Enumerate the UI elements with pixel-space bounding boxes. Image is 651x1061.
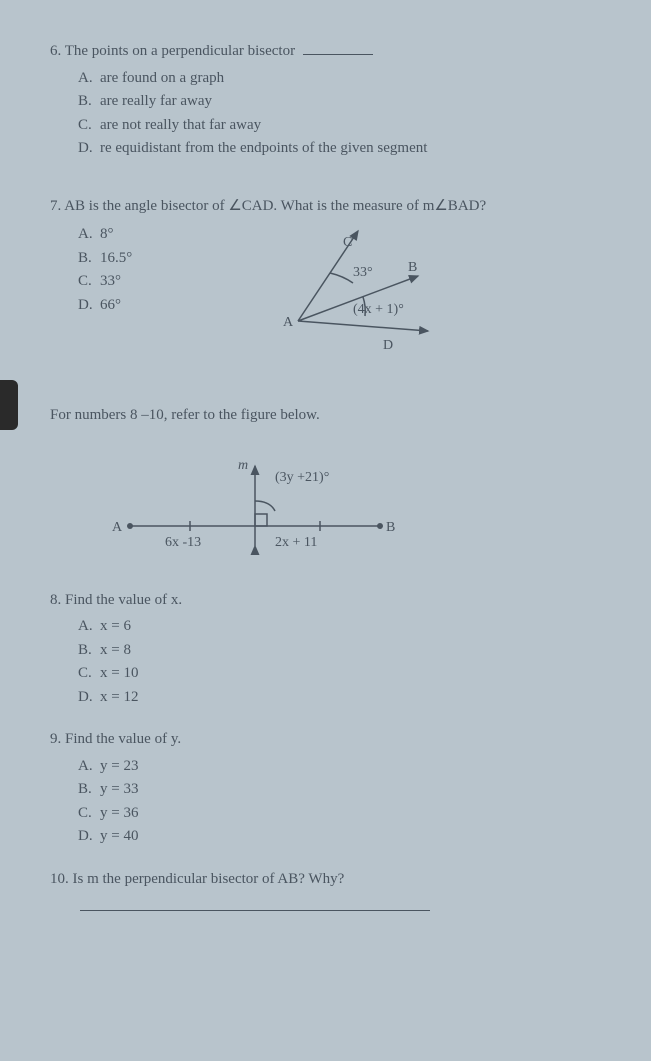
q8-number: 8. bbox=[50, 592, 61, 608]
question-10: 10. Is m the perpendicular bisector of A… bbox=[50, 868, 621, 912]
q9-choice-d: D.y = 40 bbox=[78, 825, 621, 848]
q6-choice-c: C.are not really that far away bbox=[78, 114, 621, 137]
q8-choices: A.x = 6 B.x = 8 C.x = 10 D.x = 12 bbox=[78, 615, 621, 708]
q7-choice-a: A.8° bbox=[78, 223, 258, 246]
label-expr: (4x + 1)° bbox=[353, 302, 404, 317]
angle-bisector-diagram: C B A D 33° (4x + 1)° bbox=[258, 221, 458, 361]
q8-choice-b: B.x = 8 bbox=[78, 639, 621, 662]
q8-choice-c: C.x = 10 bbox=[78, 662, 621, 685]
label-b: B bbox=[408, 260, 417, 275]
q6-choice-b: B.are really far away bbox=[78, 90, 621, 113]
q8-stem: Find the value of x. bbox=[65, 592, 182, 608]
q9-number: 9. bbox=[50, 731, 61, 747]
label-fig-b: B bbox=[386, 520, 395, 535]
binder-mark bbox=[0, 380, 18, 430]
q7-number: 7. bbox=[50, 198, 61, 214]
label-fig-m: m bbox=[238, 458, 248, 473]
q7-choices: A.8° B.16.5° C.33° D.66° bbox=[78, 223, 258, 317]
q7-choice-b: B.16.5° bbox=[78, 247, 258, 270]
q8-choice-d: D.x = 12 bbox=[78, 686, 621, 709]
q9-choices: A.y = 23 B.y = 33 C.y = 36 D.y = 40 bbox=[78, 755, 621, 848]
q6-blank bbox=[303, 54, 373, 55]
q6-choice-d: D.re equidistant from the endpoints of t… bbox=[78, 137, 621, 160]
figure-8-10: A B m (3y +21)° 6x -13 2x + 11 bbox=[100, 451, 621, 579]
q7-choice-d: D.66° bbox=[78, 294, 258, 317]
q9-choice-a: A.y = 23 bbox=[78, 755, 621, 778]
label-a: A bbox=[283, 315, 294, 330]
label-fig-a: A bbox=[112, 520, 123, 535]
q6-number: 6. bbox=[50, 43, 61, 59]
q6-choice-a: A.are found on a graph bbox=[78, 67, 621, 90]
section-intro: For numbers 8 –10, refer to the figure b… bbox=[50, 404, 621, 427]
q9-choice-c: C.y = 36 bbox=[78, 802, 621, 825]
question-8: 8. Find the value of x. A.x = 6 B.x = 8 … bbox=[50, 589, 621, 709]
q9-stem: Find the value of y. bbox=[65, 731, 181, 747]
question-9: 9. Find the value of y. A.y = 23 B.y = 3… bbox=[50, 728, 621, 848]
label-d: D bbox=[383, 338, 393, 353]
question-6: 6. The points on a perpendicular bisecto… bbox=[50, 40, 621, 160]
label-left-expr: 6x -13 bbox=[165, 535, 201, 550]
q6-stem: The points on a perpendicular bisector bbox=[65, 43, 295, 59]
q10-stem: Is m the perpendicular bisector of AB? W… bbox=[73, 871, 345, 887]
label-top-expr: (3y +21)° bbox=[275, 470, 329, 485]
perpendicular-diagram: A B m (3y +21)° 6x -13 2x + 11 bbox=[100, 451, 420, 571]
q7-diagram: C B A D 33° (4x + 1)° bbox=[258, 221, 458, 369]
question-7: 7. AB is the angle bisector of ∠CAD. Wha… bbox=[50, 195, 621, 369]
q7-choice-c: C.33° bbox=[78, 270, 258, 293]
label-right-expr: 2x + 11 bbox=[275, 535, 317, 550]
label-angle: 33° bbox=[353, 265, 373, 280]
q10-answer-line bbox=[80, 910, 430, 911]
q6-choices: A.are found on a graph B.are really far … bbox=[78, 67, 621, 160]
q10-number: 10. bbox=[50, 871, 69, 887]
q9-choice-b: B.y = 33 bbox=[78, 778, 621, 801]
label-c: C bbox=[343, 235, 352, 250]
q8-choice-a: A.x = 6 bbox=[78, 615, 621, 638]
q7-stem: AB is the angle bisector of ∠CAD. What i… bbox=[64, 198, 486, 214]
